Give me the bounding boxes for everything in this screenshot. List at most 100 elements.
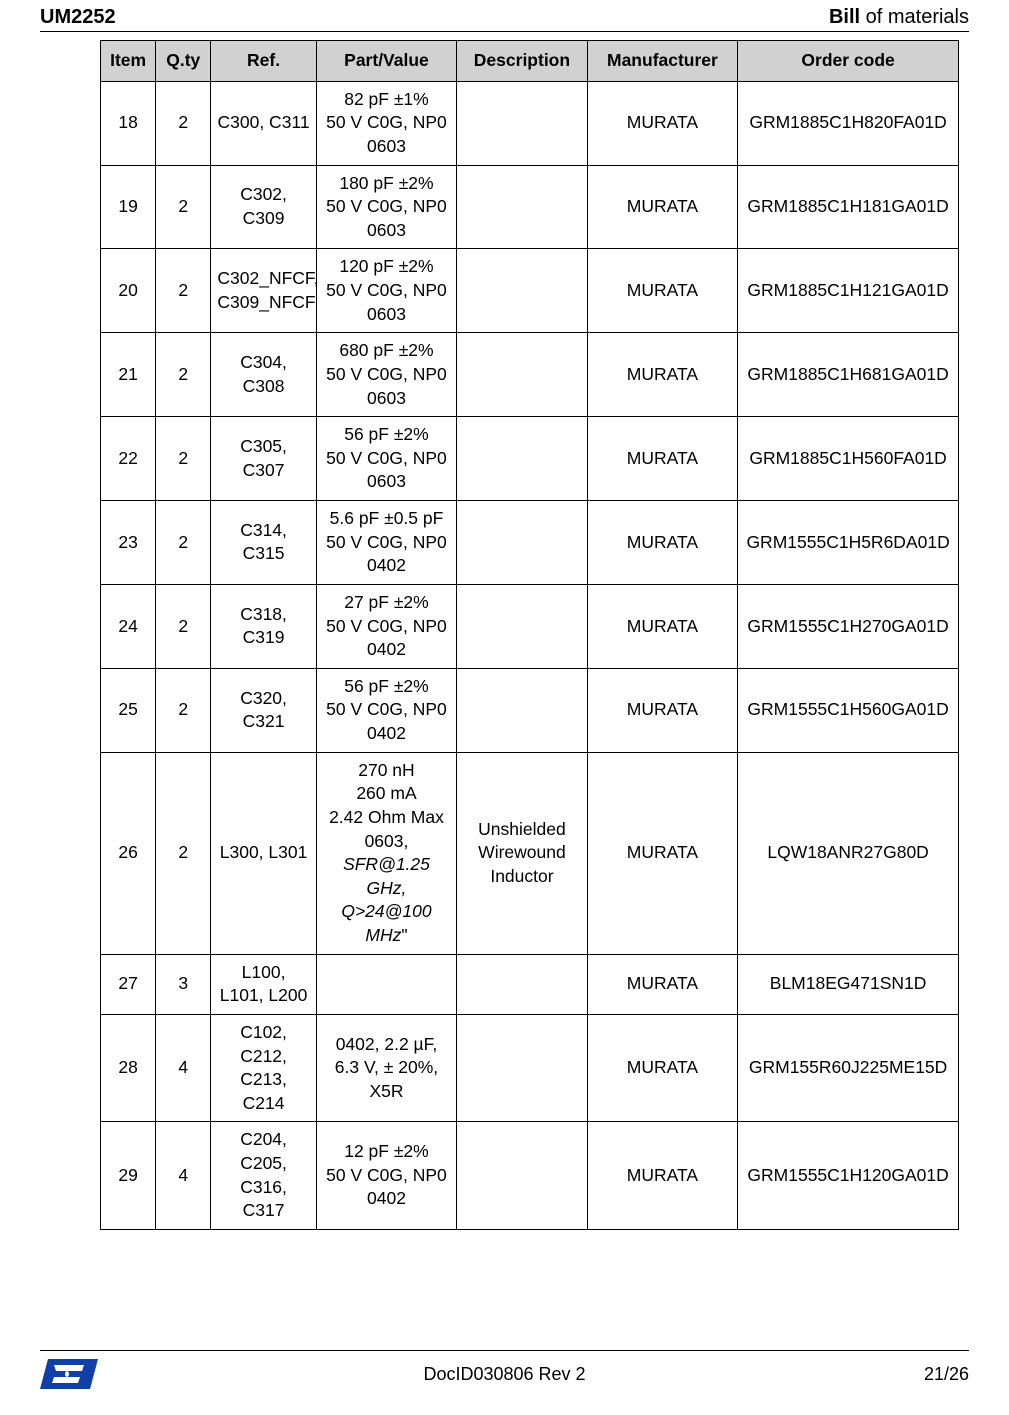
bom-table-body: 182C300, C31182 pF ±1%50 V C0G, NP0 0603… bbox=[101, 81, 959, 1229]
table-cell: 2 bbox=[156, 249, 211, 333]
page: UM2252 Bill of materials ItemQ.tyRef.Par… bbox=[0, 0, 1009, 1415]
table-cell: C302, C309 bbox=[211, 165, 316, 249]
footer-page-number: 21/26 bbox=[924, 1364, 969, 1385]
table-cell: C300, C311 bbox=[211, 81, 316, 165]
table-header-row: ItemQ.tyRef.Part/ValueDescriptionManufac… bbox=[101, 41, 959, 82]
table-cell: Unshielded Wirewound Inductor bbox=[457, 752, 587, 954]
column-header: Description bbox=[457, 41, 587, 82]
table-cell: 82 pF ±1%50 V C0G, NP0 0603 bbox=[316, 81, 456, 165]
table-cell: GRM1555C1H120GA01D bbox=[738, 1122, 959, 1230]
table-row: 222C305, C30756 pF ±2%50 V C0G, NP0 0603… bbox=[101, 417, 959, 501]
table-cell: MURATA bbox=[587, 1014, 738, 1122]
table-cell: 22 bbox=[101, 417, 156, 501]
table-cell bbox=[457, 417, 587, 501]
table-cell: 2 bbox=[156, 752, 211, 954]
column-header: Ref. bbox=[211, 41, 316, 82]
table-row: 273L100, L101, L200MURATABLM18EG471SN1D bbox=[101, 954, 959, 1014]
table-cell: MURATA bbox=[587, 165, 738, 249]
table-cell bbox=[457, 249, 587, 333]
table-row: 252C320, C32156 pF ±2%50 V C0G, NP0 0402… bbox=[101, 668, 959, 752]
table-cell: MURATA bbox=[587, 249, 738, 333]
table-cell: C304, C308 bbox=[211, 333, 316, 417]
table-cell: 3 bbox=[156, 954, 211, 1014]
table-cell: 56 pF ±2%50 V C0G, NP0 0603 bbox=[316, 417, 456, 501]
table-cell: 2 bbox=[156, 333, 211, 417]
table-cell: 19 bbox=[101, 165, 156, 249]
table-cell: 12 pF ±2%50 V C0G, NP0 0402 bbox=[316, 1122, 456, 1230]
table-cell bbox=[457, 584, 587, 668]
table-row: 262L300, L301270 nH260 mA2.42 Ohm Max 06… bbox=[101, 752, 959, 954]
table-cell: 680 pF ±2%50 V C0G, NP0 0603 bbox=[316, 333, 456, 417]
table-cell: LQW18ANR27G80D bbox=[738, 752, 959, 954]
table-cell: MURATA bbox=[587, 1122, 738, 1230]
table-cell: MURATA bbox=[587, 333, 738, 417]
table-cell bbox=[457, 501, 587, 585]
table-cell: 21 bbox=[101, 333, 156, 417]
table-cell: 270 nH260 mA2.42 Ohm Max 0603,SFR@1.25 G… bbox=[316, 752, 456, 954]
table-row: 192C302, C309180 pF ±2%50 V C0G, NP0 060… bbox=[101, 165, 959, 249]
table-cell: C102, C212, C213, C214 bbox=[211, 1014, 316, 1122]
table-cell bbox=[457, 1122, 587, 1230]
bom-table-wrap: ItemQ.tyRef.Part/ValueDescriptionManufac… bbox=[40, 40, 969, 1230]
column-header: Part/Value bbox=[316, 41, 456, 82]
table-cell: MURATA bbox=[587, 81, 738, 165]
table-cell: C314, C315 bbox=[211, 501, 316, 585]
table-cell: 4 bbox=[156, 1122, 211, 1230]
table-cell: 2 bbox=[156, 668, 211, 752]
table-cell bbox=[316, 954, 456, 1014]
table-cell: 24 bbox=[101, 584, 156, 668]
table-cell: 2 bbox=[156, 165, 211, 249]
column-header: Q.ty bbox=[156, 41, 211, 82]
doc-code: UM2252 bbox=[40, 6, 116, 29]
table-cell: 26 bbox=[101, 752, 156, 954]
table-cell: C204, C205, C316, C317 bbox=[211, 1122, 316, 1230]
page-title-rest: of materials bbox=[860, 6, 969, 28]
table-row: 294C204, C205, C316, C31712 pF ±2%50 V C… bbox=[101, 1122, 959, 1230]
table-cell: BLM18EG471SN1D bbox=[738, 954, 959, 1014]
table-cell: 23 bbox=[101, 501, 156, 585]
table-cell: 28 bbox=[101, 1014, 156, 1122]
footer-doc-id: DocID030806 Rev 2 bbox=[423, 1364, 585, 1385]
column-header: Order code bbox=[738, 41, 959, 82]
table-cell: 2 bbox=[156, 417, 211, 501]
bom-table: ItemQ.tyRef.Part/ValueDescriptionManufac… bbox=[100, 40, 959, 1230]
table-cell: GRM1555C1H5R6DA01D bbox=[738, 501, 959, 585]
table-cell: 2 bbox=[156, 584, 211, 668]
table-cell: L300, L301 bbox=[211, 752, 316, 954]
table-cell: GRM1885C1H181GA01D bbox=[738, 165, 959, 249]
table-cell: GRM1885C1H820FA01D bbox=[738, 81, 959, 165]
page-footer: DocID030806 Rev 2 21/26 bbox=[40, 1350, 969, 1391]
table-cell: 4 bbox=[156, 1014, 211, 1122]
table-cell: 120 pF ±2%50 V C0G, NP0 0603 bbox=[316, 249, 456, 333]
table-cell: MURATA bbox=[587, 752, 738, 954]
table-cell: 5.6 pF ±0.5 pF50 V C0G, NP0 0402 bbox=[316, 501, 456, 585]
table-cell: 27 pF ±2%50 V C0G, NP0 0402 bbox=[316, 584, 456, 668]
table-cell: MURATA bbox=[587, 954, 738, 1014]
table-cell bbox=[457, 668, 587, 752]
st-logo-icon bbox=[40, 1357, 100, 1391]
table-cell: 2 bbox=[156, 81, 211, 165]
table-cell: MURATA bbox=[587, 417, 738, 501]
table-cell: 56 pF ±2%50 V C0G, NP0 0402 bbox=[316, 668, 456, 752]
table-cell bbox=[457, 81, 587, 165]
table-cell: 0402, 2.2 µF, 6.3 V, ± 20%, X5R bbox=[316, 1014, 456, 1122]
table-cell: 20 bbox=[101, 249, 156, 333]
table-row: 212C304, C308680 pF ±2%50 V C0G, NP0 060… bbox=[101, 333, 959, 417]
table-cell: C320, C321 bbox=[211, 668, 316, 752]
table-cell: GRM1885C1H681GA01D bbox=[738, 333, 959, 417]
table-cell: GRM1555C1H560GA01D bbox=[738, 668, 959, 752]
table-cell: 27 bbox=[101, 954, 156, 1014]
table-cell: GRM155R60J225ME15D bbox=[738, 1014, 959, 1122]
table-row: 284C102, C212, C213, C2140402, 2.2 µF, 6… bbox=[101, 1014, 959, 1122]
table-row: 232C314, C3155.6 pF ±0.5 pF50 V C0G, NP0… bbox=[101, 501, 959, 585]
table-cell: GRM1555C1H270GA01D bbox=[738, 584, 959, 668]
table-cell: 2 bbox=[156, 501, 211, 585]
table-cell bbox=[457, 165, 587, 249]
table-cell: GRM1885C1H121GA01D bbox=[738, 249, 959, 333]
page-title: Bill of materials bbox=[829, 6, 969, 29]
page-header: UM2252 Bill of materials bbox=[40, 0, 969, 32]
bom-table-head: ItemQ.tyRef.Part/ValueDescriptionManufac… bbox=[101, 41, 959, 82]
table-cell: C305, C307 bbox=[211, 417, 316, 501]
table-cell: 18 bbox=[101, 81, 156, 165]
table-row: 242C318, C31927 pF ±2%50 V C0G, NP0 0402… bbox=[101, 584, 959, 668]
